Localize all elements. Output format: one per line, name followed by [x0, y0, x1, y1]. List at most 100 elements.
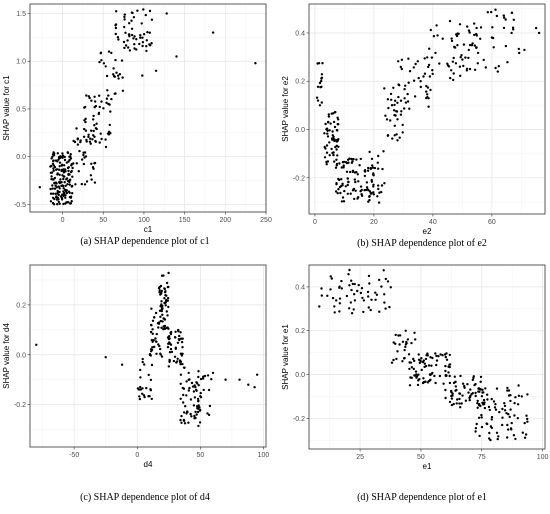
data-point	[431, 356, 434, 360]
data-point	[89, 142, 92, 145]
data-point	[429, 373, 432, 377]
data-point	[365, 186, 369, 189]
data-point	[477, 416, 481, 419]
data-point	[333, 305, 336, 308]
data-point	[176, 357, 179, 360]
data-point	[167, 365, 170, 368]
x-tick-label: 250	[260, 217, 272, 224]
data-point	[178, 334, 181, 338]
data-point	[346, 192, 349, 195]
data-point	[64, 170, 67, 173]
data-point	[158, 291, 161, 294]
data-point	[474, 427, 478, 430]
data-point	[475, 422, 478, 426]
data-point	[509, 427, 513, 430]
data-point	[325, 144, 329, 147]
data-point	[150, 307, 153, 310]
data-point	[94, 139, 97, 143]
data-point	[397, 334, 400, 337]
data-point	[479, 37, 482, 40]
plot-area	[30, 265, 266, 447]
data-point	[159, 319, 162, 323]
data-point	[321, 62, 324, 65]
data-point	[408, 384, 412, 387]
data-point	[135, 48, 138, 51]
data-point	[87, 135, 90, 139]
data-point	[392, 358, 395, 362]
data-point	[57, 168, 61, 171]
data-point	[342, 164, 345, 167]
data-point	[160, 355, 164, 358]
data-point	[340, 166, 343, 169]
data-point	[149, 378, 153, 382]
data-point	[348, 268, 351, 272]
data-point	[165, 281, 169, 285]
data-point	[135, 38, 138, 41]
data-point	[117, 77, 120, 80]
data-point	[412, 66, 415, 69]
data-point	[432, 35, 436, 38]
data-point	[431, 371, 434, 375]
data-point	[254, 62, 257, 65]
data-point	[506, 389, 509, 392]
data-point	[367, 306, 370, 309]
x-tick-label: 100	[258, 452, 270, 459]
data-point	[419, 85, 422, 89]
y-tick-label: -0.5	[14, 202, 26, 209]
data-point	[58, 202, 61, 205]
data-point	[335, 162, 339, 166]
data-point	[115, 10, 118, 13]
data-point	[165, 12, 168, 15]
data-point	[163, 324, 167, 328]
data-point	[335, 158, 338, 161]
data-point	[422, 377, 425, 380]
data-point	[157, 321, 161, 324]
data-point	[164, 301, 168, 304]
data-point	[368, 198, 371, 202]
data-point	[335, 144, 338, 147]
data-point	[445, 358, 449, 361]
panel-border	[308, 264, 546, 450]
data-point	[348, 307, 351, 310]
data-point	[428, 47, 431, 50]
data-point	[399, 99, 403, 102]
data-point	[486, 398, 489, 401]
data-point	[337, 177, 340, 181]
data-point	[56, 172, 59, 175]
data-point	[494, 403, 497, 406]
data-point	[454, 385, 457, 388]
data-point	[472, 375, 475, 378]
data-point	[60, 198, 64, 201]
y-tick-label: 1.0	[16, 59, 26, 66]
data-point	[54, 168, 58, 171]
data-point	[537, 31, 541, 35]
data-point	[128, 35, 131, 38]
data-point	[109, 110, 112, 113]
data-point	[112, 73, 115, 76]
data-point	[182, 393, 185, 397]
data-point	[149, 388, 152, 391]
data-point	[331, 130, 334, 133]
data-point	[459, 374, 462, 378]
data-point	[318, 81, 322, 85]
data-point	[328, 129, 331, 132]
data-point	[145, 49, 148, 53]
data-point	[76, 143, 80, 146]
data-point	[339, 191, 342, 195]
data-point	[180, 340, 184, 344]
data-point	[473, 22, 476, 25]
data-point	[401, 123, 404, 127]
data-point	[145, 386, 148, 390]
data-point	[340, 200, 344, 203]
data-point	[361, 296, 364, 300]
data-point	[521, 431, 524, 434]
data-point	[51, 184, 54, 187]
data-point	[197, 400, 200, 403]
data-point	[332, 120, 336, 124]
data-point	[133, 47, 136, 50]
data-point	[479, 375, 483, 379]
data-point	[418, 361, 421, 365]
data-point	[431, 69, 434, 72]
data-point	[523, 436, 527, 439]
data-point	[150, 324, 153, 327]
